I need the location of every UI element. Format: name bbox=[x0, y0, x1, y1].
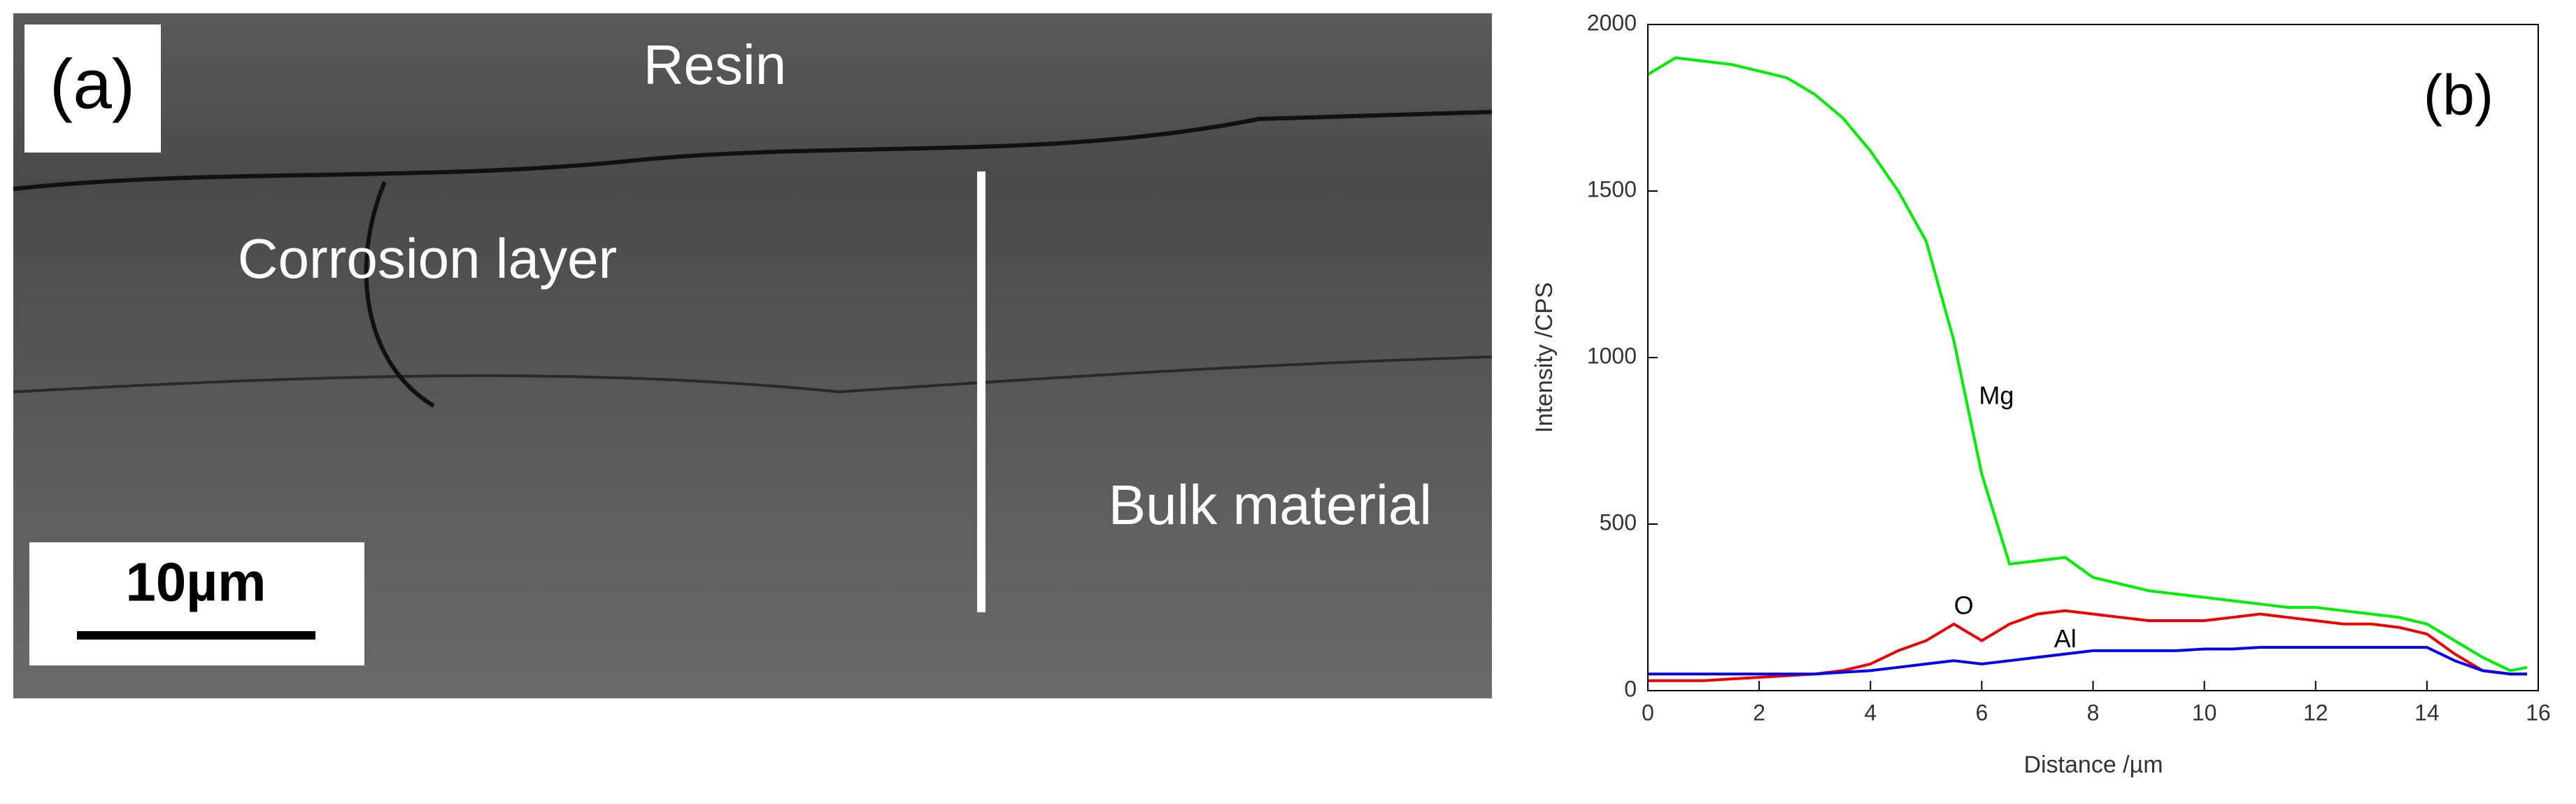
plot-frame bbox=[1647, 24, 2539, 691]
x-tick-label: 8 bbox=[2087, 700, 2100, 725]
scale-text: 10µm bbox=[125, 551, 266, 613]
y-tick-label: 500 bbox=[1600, 509, 1637, 535]
crack bbox=[13, 110, 1493, 191]
panel-label: (a) bbox=[50, 45, 135, 123]
panel-a: (a) Resin Corrosion layer Bulk material … bbox=[13, 13, 1493, 698]
series-label: Al bbox=[2054, 624, 2077, 653]
series-line bbox=[1648, 609, 2528, 682]
interface bbox=[13, 355, 1493, 394]
panel-b: (b) Distance /µm Intensity /CPS 0 500 1000… bbox=[1531, 10, 2551, 778]
panel-label: (b) bbox=[2424, 64, 2493, 127]
x-tick-label: 10 bbox=[2192, 700, 2217, 725]
scale-box bbox=[29, 542, 364, 665]
x-tick-label: 16 bbox=[2526, 700, 2551, 725]
x-tick-label: 12 bbox=[2303, 700, 2328, 725]
label-box bbox=[24, 24, 161, 153]
x-tick-label: 14 bbox=[2414, 700, 2440, 725]
x-axis-title: Distance /µm bbox=[2023, 752, 2163, 778]
y-tick-label: 1000 bbox=[1587, 343, 1637, 368]
series-label: Mg bbox=[1979, 381, 2014, 410]
x-tick-label: 0 bbox=[1642, 700, 1654, 725]
y-tick-label: 2000 bbox=[1587, 10, 1637, 35]
y-tick-label: 1500 bbox=[1587, 176, 1637, 202]
crack bbox=[364, 181, 435, 408]
y-axis-title: Intensity /CPS bbox=[1531, 282, 1558, 432]
region-label: Bulk material bbox=[1109, 474, 1432, 536]
series-line bbox=[1648, 646, 2528, 676]
region-label: Corrosion layer bbox=[238, 227, 617, 290]
region-label: Resin bbox=[643, 34, 787, 96]
series-label: O bbox=[1954, 591, 1974, 620]
series-line bbox=[1646, 56, 2528, 672]
x-tick-label: 4 bbox=[1864, 700, 1877, 725]
x-tick-label: 6 bbox=[1975, 700, 1988, 725]
y-tick-label: 0 bbox=[1624, 676, 1637, 701]
x-tick-label: 2 bbox=[1753, 700, 1765, 725]
